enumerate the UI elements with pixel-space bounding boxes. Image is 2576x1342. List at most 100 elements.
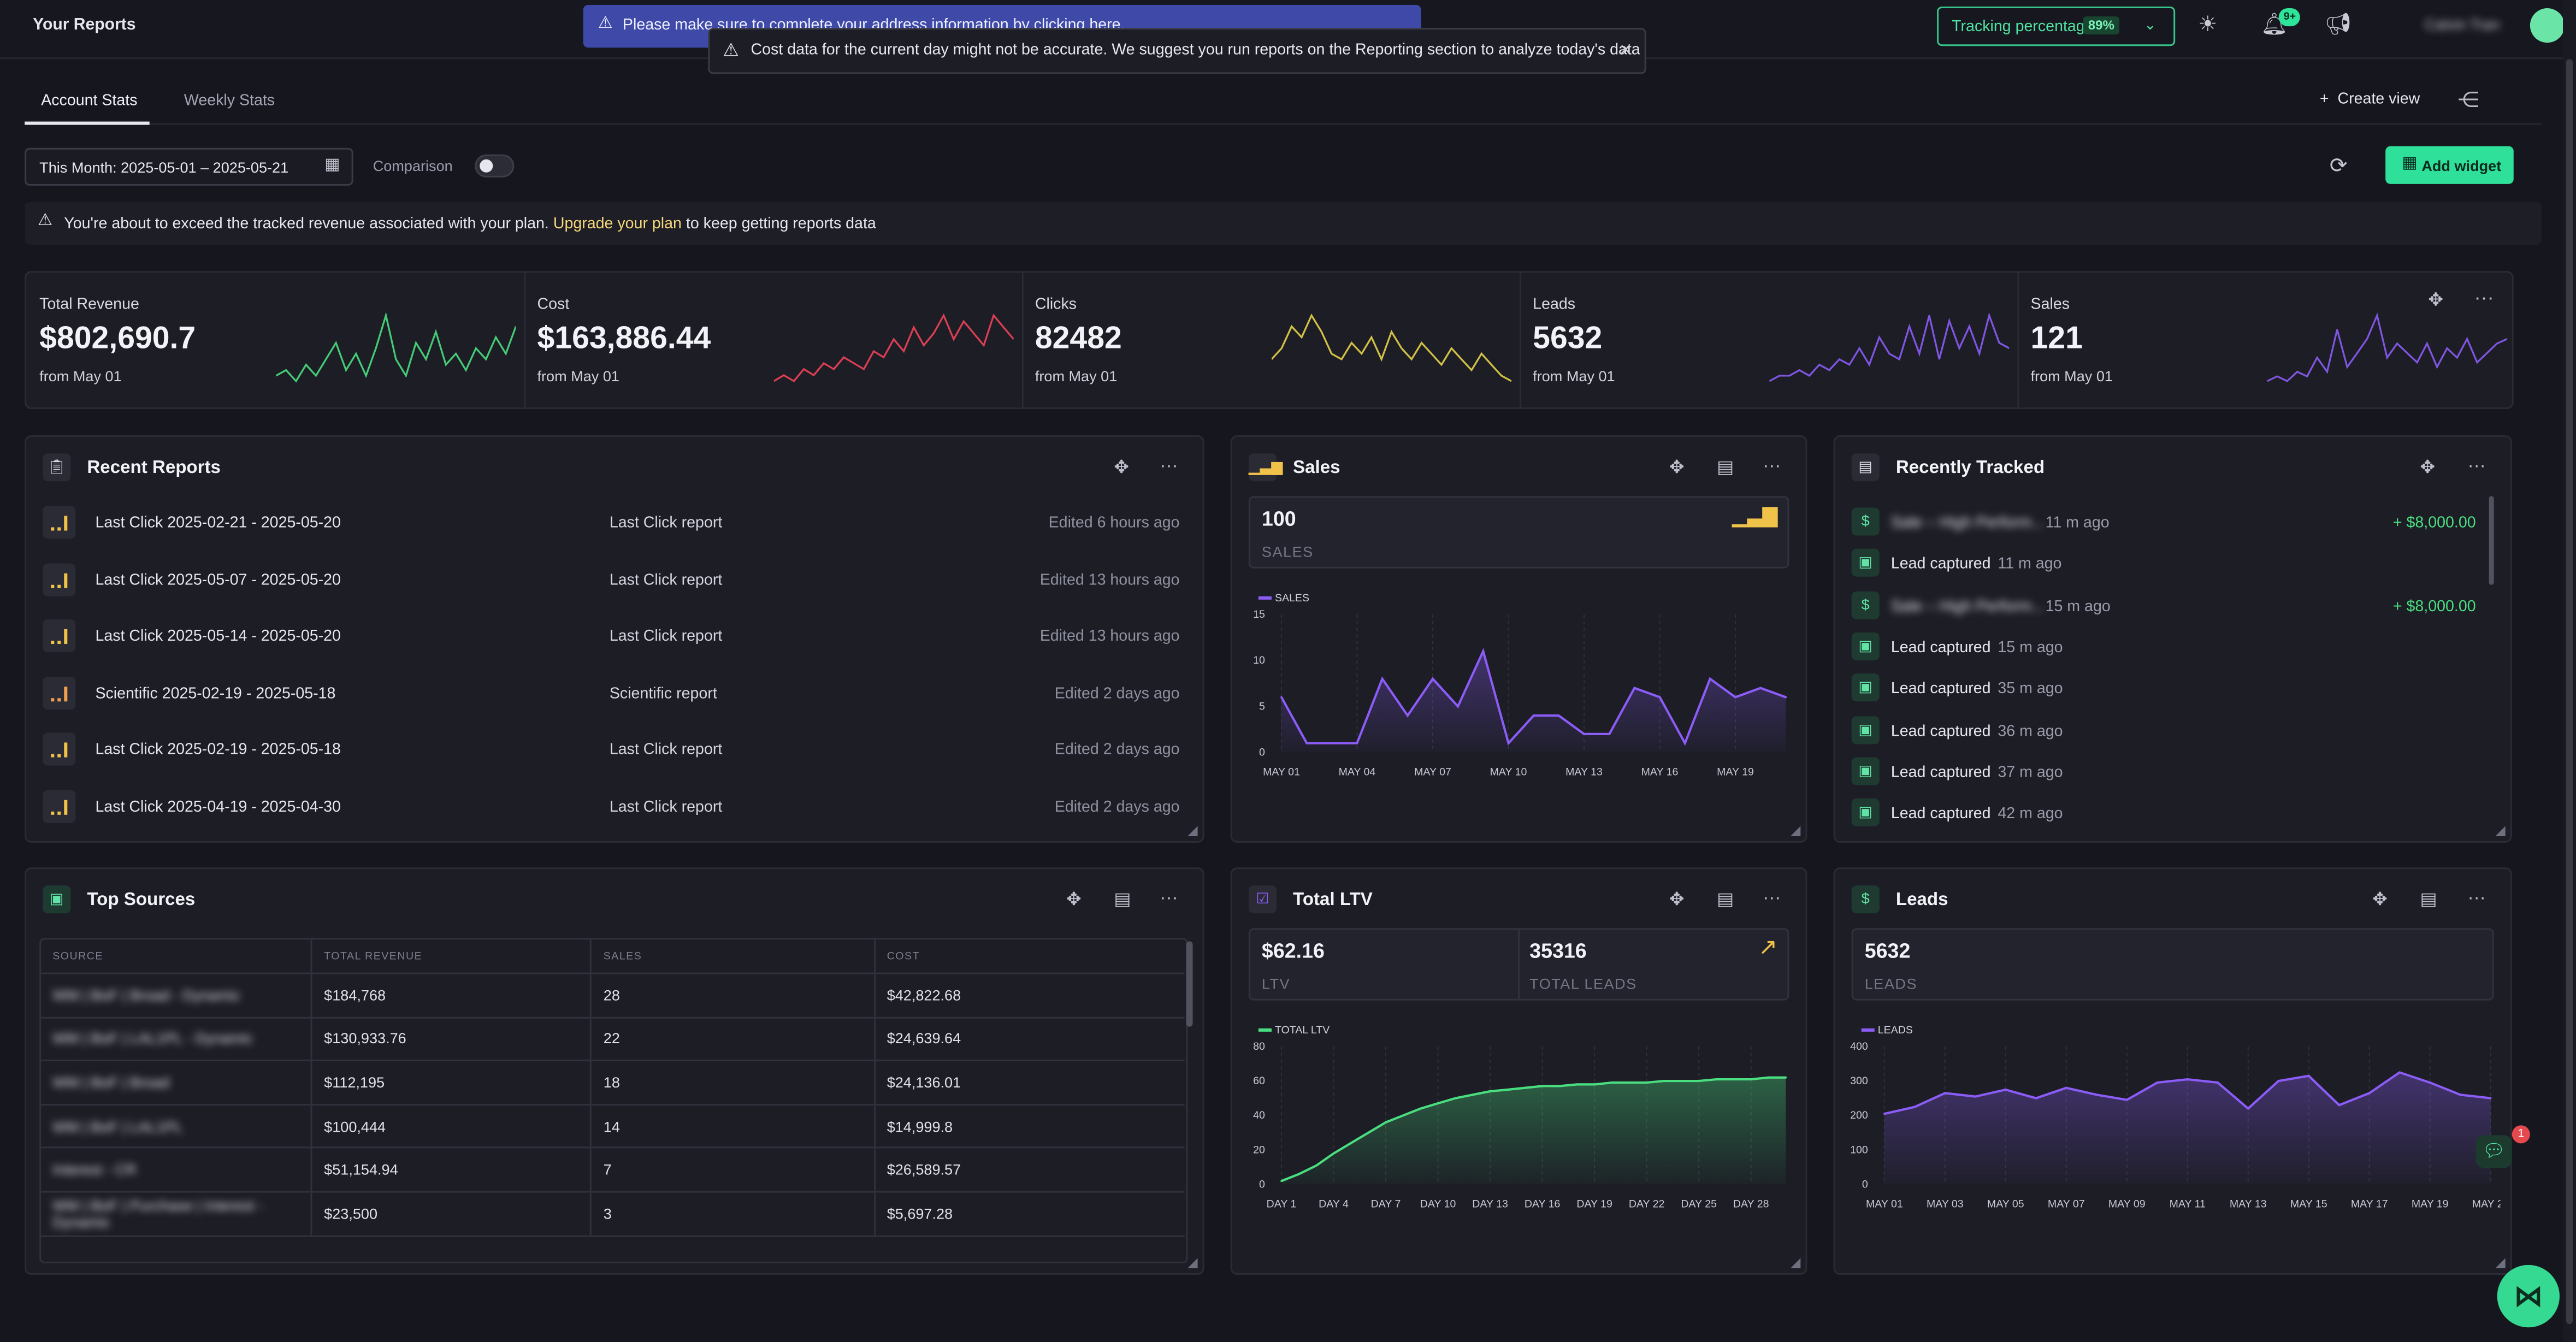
document-icon[interactable]: ▤ [2420, 890, 2437, 911]
move-icon[interactable]: ✥ [1669, 890, 1685, 911]
tab-weekly-stats[interactable]: Weekly Stats [184, 92, 275, 110]
column-header[interactable]: COST [875, 939, 1185, 974]
data-point[interactable] [1759, 687, 1762, 689]
table-row[interactable]: WM | BoF | Broad - Dynamic $184,768 28 $42,… [41, 973, 1185, 1018]
data-point[interactable] [1663, 1080, 1665, 1082]
data-point[interactable] [1658, 696, 1661, 699]
data-point[interactable] [1381, 677, 1384, 680]
brand-logo[interactable]: ⋈ [2497, 1264, 2560, 1328]
data-point[interactable] [2338, 1104, 2341, 1107]
more-icon[interactable]: ··· [1160, 457, 1178, 477]
data-point[interactable] [2065, 1086, 2067, 1089]
list-item[interactable]: $ Sale – High Perform... 15 m ago + $8,000.… [1851, 588, 2476, 624]
data-point[interactable] [1733, 1078, 1735, 1080]
data-point[interactable] [1558, 1085, 1561, 1087]
data-point[interactable] [1944, 1092, 1946, 1094]
data-point[interactable] [2277, 1080, 2280, 1082]
data-point[interactable] [1523, 1086, 1526, 1089]
data-point[interactable] [1367, 1132, 1370, 1134]
table-row[interactable]: Interest - CR $51,154.94 7 $26,589.57 [41, 1148, 1185, 1193]
tab-account-stats[interactable]: Account Stats [41, 92, 138, 110]
data-point[interactable] [1298, 1173, 1300, 1175]
data-point[interactable] [1785, 1076, 1787, 1079]
data-point[interactable] [2307, 1074, 2310, 1077]
move-icon[interactable]: ✥ [2372, 890, 2388, 911]
data-point[interactable] [1913, 1105, 1916, 1108]
data-point[interactable] [2489, 1097, 2492, 1099]
scrollbar[interactable] [1186, 941, 1193, 1027]
data-point[interactable] [1583, 733, 1585, 735]
data-point[interactable] [1593, 1083, 1596, 1086]
data-point[interactable] [1974, 1095, 1977, 1098]
resize-handle-icon[interactable]: ◢ [1790, 823, 1801, 838]
more-icon[interactable]: ··· [1160, 889, 1178, 909]
list-item[interactable]: ▣ Lead captured 15 m ago [1851, 629, 2476, 665]
data-point[interactable] [2095, 1093, 2098, 1096]
data-point[interactable] [1350, 1142, 1352, 1144]
data-point[interactable] [2004, 1089, 2007, 1091]
data-point[interactable] [1698, 1080, 1700, 1082]
move-icon[interactable]: ✥ [2420, 458, 2436, 478]
user-name[interactable]: Calvin Tran [2425, 16, 2500, 33]
data-point[interactable] [1472, 1093, 1474, 1096]
upgrade-plan-link[interactable]: Upgrade your plan [553, 215, 682, 234]
data-point[interactable] [1432, 677, 1434, 680]
document-icon[interactable]: ▤ [1114, 890, 1131, 911]
list-item[interactable]: ▣ Lead captured 35 m ago [1851, 671, 2476, 707]
data-point[interactable] [1628, 1081, 1630, 1084]
table-row[interactable]: WM | BoF | Purchase | Interest - Dynamic… [41, 1191, 1185, 1237]
more-icon[interactable]: ··· [1763, 457, 1781, 477]
data-point[interactable] [1767, 1076, 1770, 1079]
move-icon[interactable]: ✥ [2428, 291, 2444, 311]
data-point[interactable] [1532, 714, 1535, 717]
data-point[interactable] [1385, 1121, 1387, 1124]
more-icon[interactable]: ··· [2474, 286, 2494, 309]
table-row[interactable]: WM | BoF | LAL1PL $100,444 14 $14,999.8 [41, 1104, 1185, 1149]
list-item[interactable]: Last Click 2025-05-07 - 2025-05-20 Last C… [43, 556, 1180, 605]
data-point[interactable] [1507, 742, 1510, 744]
list-item[interactable]: Last Click 2025-04-19 - 2025-04-30 Last C… [43, 784, 1180, 833]
data-point[interactable] [1407, 714, 1409, 717]
list-item[interactable]: ▣ Lead captured 37 m ago [1851, 754, 2476, 790]
data-point[interactable] [2125, 1099, 2128, 1101]
list-item[interactable]: Scientific 2025-02-19 - 2025-05-18 Scient… [43, 670, 1180, 719]
table-row[interactable]: WM | BoF | LAL1PL - Dynamic $130,933.76 22… [41, 1017, 1185, 1062]
data-point[interactable] [2459, 1093, 2461, 1096]
add-widget-button[interactable]: ▦ Add widget [2385, 146, 2514, 184]
data-point[interactable] [1558, 714, 1560, 717]
data-point[interactable] [1715, 1078, 1717, 1080]
move-icon[interactable]: ✥ [1114, 458, 1129, 478]
data-point[interactable] [1576, 1083, 1579, 1086]
data-point[interactable] [1683, 742, 1686, 744]
data-point[interactable] [1402, 1114, 1404, 1117]
resize-handle-icon[interactable]: ◢ [1187, 823, 1198, 838]
data-point[interactable] [1785, 696, 1787, 699]
data-point[interactable] [2156, 1081, 2159, 1084]
more-icon[interactable]: ··· [1763, 889, 1781, 909]
column-header[interactable]: TOTAL REVENUE [311, 939, 592, 974]
data-point[interactable] [1734, 696, 1736, 699]
column-header[interactable]: SALES [591, 939, 876, 974]
column-header[interactable]: SOURCE [41, 939, 313, 974]
data-point[interactable] [1331, 742, 1333, 744]
data-point[interactable] [2398, 1071, 2401, 1074]
list-item[interactable]: Last Click 2025-02-21 - 2025-05-20 Last C… [43, 499, 1180, 548]
data-point[interactable] [1750, 1078, 1752, 1080]
data-point[interactable] [2186, 1078, 2189, 1080]
move-icon[interactable]: ✥ [1066, 890, 1082, 911]
data-point[interactable] [1645, 1081, 1648, 1084]
list-item[interactable]: Last Click 2025-02-19 - 2025-05-18 Last C… [43, 727, 1180, 776]
top-sources-table-wrap[interactable]: SOURCE TOTAL REVENUE SALES COST WM | BoF | … [39, 938, 1188, 1263]
data-point[interactable] [1482, 650, 1485, 653]
data-point[interactable] [1356, 742, 1358, 744]
create-view-button[interactable]: + Create view [2319, 90, 2420, 109]
document-icon[interactable]: ▤ [1717, 890, 1734, 911]
resize-handle-icon[interactable]: ◢ [1187, 1255, 1198, 1270]
list-item[interactable]: ▣ Lead captured 42 m ago [1851, 795, 2476, 831]
data-point[interactable] [2035, 1097, 2037, 1099]
list-item[interactable]: ▣ Lead captured 11 m ago [1851, 546, 2476, 582]
data-point[interactable] [1633, 687, 1636, 689]
data-point[interactable] [1305, 742, 1308, 744]
share-icon[interactable]: ⋲ [2457, 87, 2479, 112]
chat-icon[interactable]: 💬︎ [2475, 1135, 2512, 1168]
